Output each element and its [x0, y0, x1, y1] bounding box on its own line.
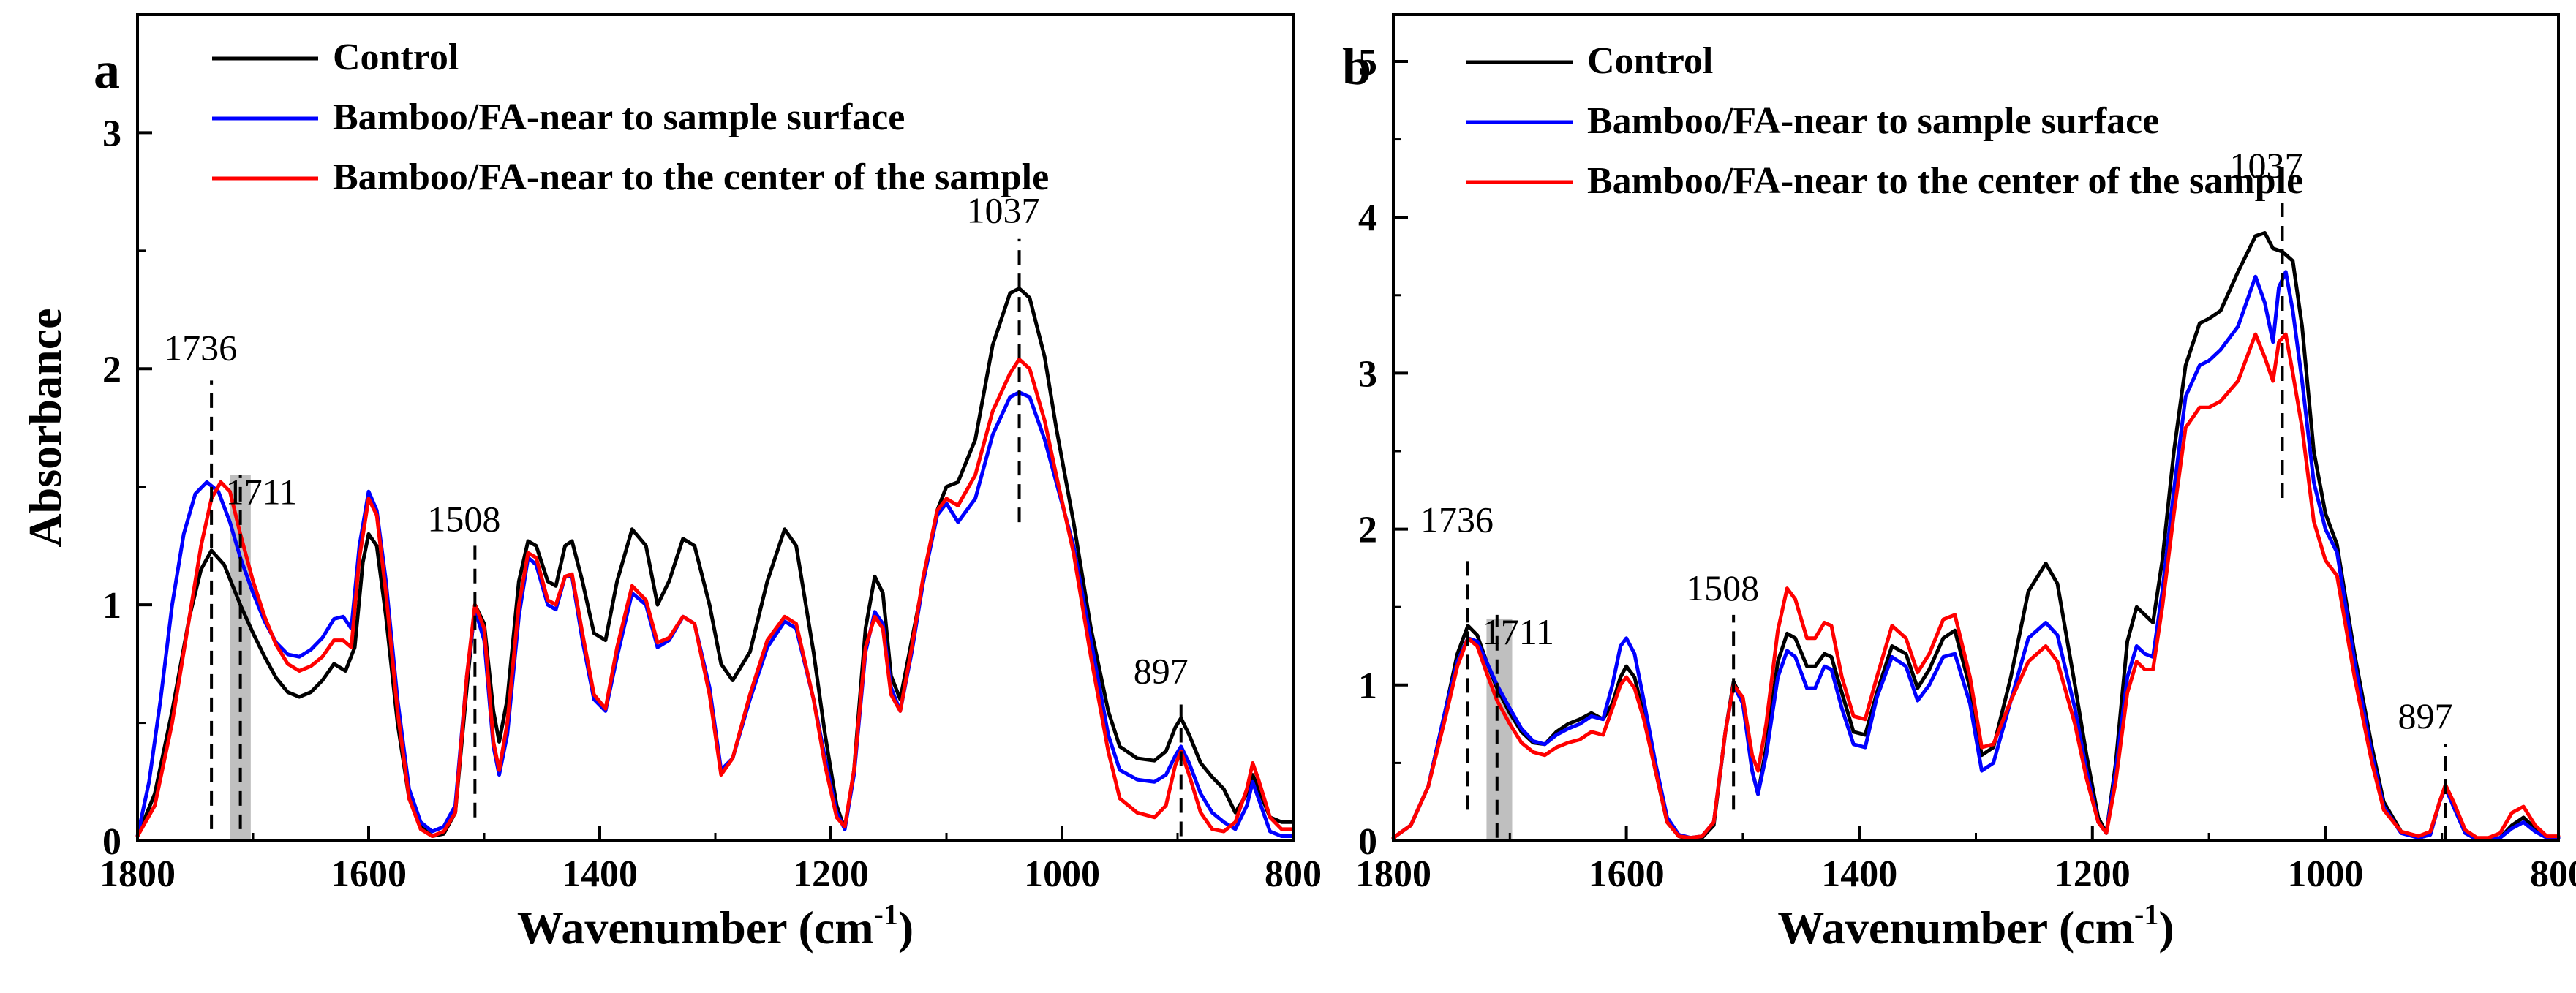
legend-label-control: Control — [1587, 40, 1713, 82]
x-tick-label: 1400 — [562, 853, 638, 895]
y-tick-label: 3 — [1358, 353, 1377, 395]
series-line-center — [1391, 332, 2561, 840]
legend-label-center: Bamboo/FA-near to the center of the samp… — [1587, 160, 2303, 202]
x-tick-label: 1600 — [1589, 853, 1665, 895]
annotation-label-1508: 1508 — [427, 498, 500, 539]
y-tick-label: 5 — [1358, 42, 1377, 83]
annotation-label-897: 897 — [1134, 650, 1189, 691]
x-axis-label: Wavenumber (cm-1) — [517, 898, 914, 954]
y-tick-label: 0 — [102, 821, 121, 863]
annotation-label-1037: 1037 — [2229, 145, 2302, 186]
legend-label-surface: Bamboo/FA-near to sample surface — [1587, 100, 2159, 142]
y-tick-label: 2 — [1358, 510, 1377, 551]
annotation-label-1711: 1711 — [1483, 611, 1554, 652]
series-line-surface — [135, 390, 1295, 838]
series-line-control — [135, 287, 1295, 838]
x-tick-label: 1200 — [2055, 853, 2131, 895]
panel-a: 1736 1711 1508 1037 897 1800 1600 1400 1200 1000 8… — [19, 13, 1322, 954]
x-tick-label: 800 — [2530, 853, 2576, 895]
series-line-surface — [1391, 270, 2561, 842]
annotation-label-1037: 1037 — [967, 190, 1040, 231]
annotation-label-1508: 1508 — [1686, 567, 1759, 608]
x-tick-label: 1800 — [99, 853, 176, 895]
legend-label-center: Bamboo/FA-near to the center of the samp… — [333, 156, 1049, 198]
x-tick-label: 1200 — [793, 853, 869, 895]
x-tick-label: 1800 — [1355, 853, 1431, 895]
panel-label-b: b — [1342, 37, 1371, 96]
annotation-label-1736: 1736 — [164, 327, 237, 368]
x-tick-label: 1000 — [1024, 853, 1100, 895]
y-tick-label: 1 — [102, 585, 121, 627]
x-tick-label: 1600 — [331, 853, 407, 895]
panel-label-a: a — [94, 41, 120, 99]
annotation-label-1711: 1711 — [226, 472, 298, 513]
annotation-label-897: 897 — [2398, 695, 2452, 736]
panel-b: 1736 1711 1508 1037 897 1800 1600 1400 1200 1000 8… — [1342, 13, 2576, 954]
legend-label-control: Control — [333, 37, 459, 78]
highlight-band — [1486, 618, 1513, 839]
annotation-label-1736: 1736 — [1420, 499, 1494, 540]
y-tick-label: 0 — [1358, 821, 1377, 863]
x-tick-label: 1400 — [1821, 853, 1897, 895]
series-line-control — [1391, 231, 2561, 842]
x-tick-label: 800 — [1265, 853, 1322, 895]
x-tick-label: 1000 — [2287, 853, 2363, 895]
y-tick-label: 1 — [1358, 665, 1377, 707]
y-tick-label: 4 — [1358, 197, 1377, 239]
series-line-center — [135, 357, 1295, 838]
y-tick-label: 3 — [102, 113, 121, 154]
y-tick-label: 2 — [102, 349, 121, 390]
x-axis-label: Wavenumber (cm-1) — [1777, 898, 2174, 954]
legend-label-surface: Bamboo/FA-near to sample surface — [333, 97, 905, 138]
y-axis-label: Absorbance — [19, 308, 71, 547]
